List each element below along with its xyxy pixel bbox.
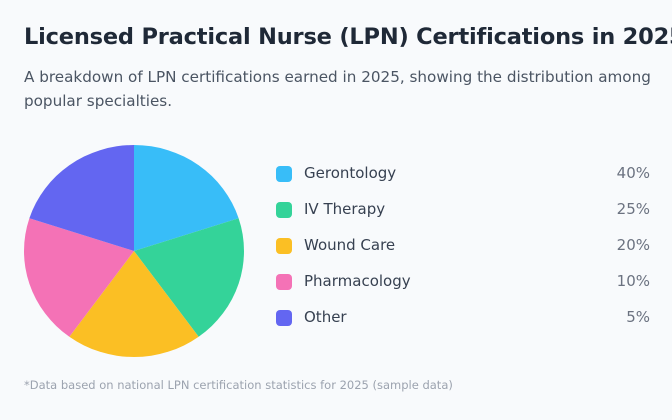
legend-label: IV Therapy (304, 200, 386, 218)
legend-item-wound-care: Wound Care 20% (276, 234, 650, 270)
legend-value: 25% (616, 200, 650, 218)
chart-title: Licensed Practical Nurse (LPN) Certifica… (24, 24, 672, 50)
legend-label: Gerontology (304, 164, 397, 182)
legend-swatch (276, 274, 292, 290)
pie-slice-pharmacology (24, 218, 135, 337)
legend-value: 10% (616, 272, 650, 290)
pie-chart (24, 145, 244, 357)
legend-value: 5% (626, 308, 650, 326)
legend-value: 20% (616, 236, 650, 254)
footnote: *Data based on national LPN certificatio… (24, 378, 453, 392)
legend-item-iv-therapy: IV Therapy 25% (276, 198, 650, 234)
legend-swatch (276, 238, 292, 254)
legend-swatch (276, 166, 292, 182)
legend-item-other: Other 5% (276, 306, 650, 342)
chart-subtitle: A breakdown of LPN certifications earned… (24, 68, 651, 110)
pie-slice-gerontology (134, 145, 239, 251)
pie-slice-iv-therapy (134, 218, 244, 337)
legend-swatch (276, 202, 292, 218)
legend-swatch (276, 310, 292, 326)
legend-label: Pharmacology (304, 272, 411, 290)
legend-item-gerontology: Gerontology 40% (276, 162, 650, 198)
legend-item-pharmacology: Pharmacology 10% (276, 270, 650, 306)
chart-legend: Gerontology 40% IV Therapy 25% Wound Care 20%… (276, 162, 650, 342)
legend-label: Other (304, 308, 347, 326)
legend-label: Wound Care (304, 236, 396, 254)
pie-slice-wound-care (69, 251, 199, 357)
pie-slice-other (29, 145, 135, 251)
legend-value: 40% (616, 164, 650, 182)
